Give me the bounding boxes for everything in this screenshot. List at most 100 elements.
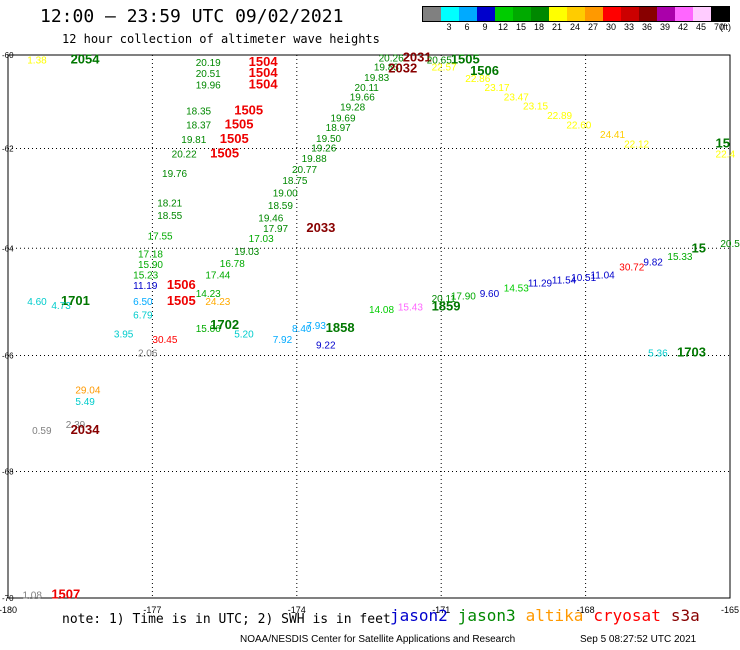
lat-label: -68 [2,468,14,477]
satellite-altika: altika [525,606,584,625]
wave-height-label: 20.65 [427,56,452,67]
wave-height-label: 24.41 [600,130,625,141]
wave-height-label: 19.69 [330,113,355,124]
credit-date: Sep 5 08:27:52 UTC 2021 [580,634,697,645]
wave-height-label: 19.83 [364,73,389,84]
wave-height-label: 6.50 [133,297,153,308]
wave-height-label: 5.36 [648,349,668,360]
wave-height-label: 4.73 [51,301,71,312]
footnote: note: 1) Time is in UTC; 2) SWH is in fe… [62,612,391,627]
colorbar-label: 42 [677,22,688,32]
wave-height-label: 19.81 [181,135,206,146]
wave-height-label: 19.88 [302,154,327,165]
wave-height-label: 20.51 [196,69,221,80]
colorbar-label: 30 [605,22,616,32]
wave-height-label: 5.20 [234,329,254,340]
satellite-s3a: s3a [670,606,700,625]
wave-height-label: 15.33 [667,252,692,263]
wave-height-label: 24.23 [205,297,230,308]
lon-label: -171 [432,605,450,615]
time-label: 2033 [306,220,335,235]
wave-height-label: 17.18 [138,249,163,260]
wave-height-label: 30.72 [619,262,644,273]
colorbar-label: 33 [623,22,634,32]
wave-height-label: 23.47 [504,92,529,103]
wave-height-label: 10.51 [571,273,596,284]
colorbar-label: 21 [551,22,562,32]
wave-height-label: 11.19 [133,281,158,292]
colorbar-swatch [441,7,459,21]
wave-height-label: 6.79 [133,310,153,321]
colorbar-label: 70 [713,22,724,32]
wave-height-label: 19.66 [350,92,375,103]
time-label: 1859 [432,298,461,313]
wave-height-label: 11.29 [528,278,553,289]
wave-height-label: 20.19 [196,58,221,69]
wave-height-label: 3.95 [114,329,134,340]
lat-label: -64 [2,244,14,253]
wave-height-label: 22.86 [465,74,490,85]
wave-height-label: 9.22 [316,340,336,351]
wave-height-label: 19.46 [258,214,283,225]
wave-height-label: 20.5 [720,239,740,250]
wave-height-label: 11.04 [590,270,615,281]
colorbar-label: 15 [515,22,526,32]
time-label: 1505 [451,52,480,67]
wave-height-label: 17.44 [205,270,230,281]
colorbar-swatch [621,7,639,21]
time-label: 2031 [403,49,432,64]
wave-height-label: 18.37 [186,121,211,132]
wave-height-label: 23.15 [523,102,548,113]
wave-height-label: 20.77 [292,165,317,176]
wave-height-label: 15.06 [196,324,221,335]
satellite-jason3: jason3 [457,606,516,625]
wave-height-label: 2.06 [138,349,158,360]
wave-height-label: 14.08 [369,305,394,316]
colorbar-label: 3 [446,22,452,32]
wave-height-label: 20.26 [379,53,404,64]
colorbar-swatch [459,7,477,21]
lon-label: -180 [0,605,17,615]
time-label: 1504 [249,54,279,69]
wave-height-label: 20.11 [355,83,380,94]
colorbar-swatch [603,7,621,21]
lon-label: -165 [721,605,739,615]
colorbar-label: 36 [641,22,652,32]
colorbar-swatch [675,7,693,21]
colorbar-label: 6 [464,22,470,32]
colorbar-label: 45 [695,22,706,32]
colorbar-swatch [477,7,495,21]
lon-label: -177 [143,605,161,615]
colorbar-labels: 3 6 9 12 15 18 21 24 27 30 33 36 39 42 45 70 [422,22,728,32]
wave-height-label: 14.23 [196,289,221,300]
wave-height-label: 18.55 [157,211,182,222]
wave-height-label: 22.60 [566,121,591,132]
wave-height-label: 19.28 [340,103,365,114]
wave-height-label: 1.08 [22,591,42,602]
lat-label: -66 [2,352,14,361]
wave-height-label: 22.12 [624,140,649,151]
wave-height-label: 20.11 [432,294,457,305]
wave-height-label: 18.59 [268,201,293,212]
colorbar-label: 39 [659,22,670,32]
wave-height-label: 14.53 [504,284,529,295]
wave-height-label: 17.90 [451,292,476,303]
time-label: 1858 [326,320,355,335]
colorbar-label: 9 [482,22,488,32]
wave-height-label: 19.96 [196,81,221,92]
map-frame [7,54,731,599]
time-label: 1505 [210,145,239,160]
wave-height-label: 15.90 [138,260,163,271]
wave-height-label: 23.17 [485,83,510,94]
colorbar-swatch [495,7,513,21]
wave-height-label: 16.78 [220,259,245,270]
wave-height-label: 20.22 [172,149,197,160]
wave-height-label: 11.54 [552,276,577,287]
colorbar-swatch [657,7,675,21]
colorbar-unit: (ft) [720,22,731,32]
wave-height-label: 30.45 [152,335,177,346]
wave-height-label: 9.82 [643,257,663,268]
colorbar-swatch [423,7,441,21]
satellite-cryosat: cryosat [593,606,661,625]
